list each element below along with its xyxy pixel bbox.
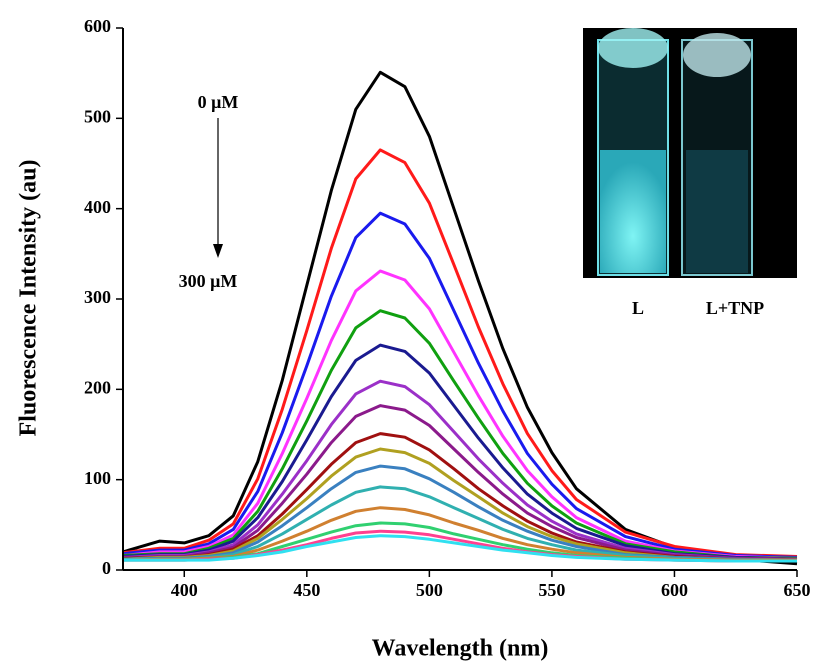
inset-label: L+TNP xyxy=(706,298,764,318)
y-tick-label: 500 xyxy=(84,106,111,126)
x-tick-label: 550 xyxy=(538,580,565,600)
spectrum-line xyxy=(122,70,798,566)
spectrum-line xyxy=(123,485,797,562)
y-tick-label: 0 xyxy=(102,558,111,578)
x-axis-label: Wavelength (nm) xyxy=(372,636,549,662)
x-tick-label: 450 xyxy=(293,580,320,600)
spectrum-line xyxy=(122,343,798,561)
spectrum-line xyxy=(122,404,798,561)
spectrum-line xyxy=(123,534,797,563)
y-tick-label: 100 xyxy=(84,468,111,488)
spectrum-line xyxy=(122,269,798,560)
y-tick-label: 200 xyxy=(84,377,111,397)
spectrum-line xyxy=(122,447,798,562)
y-axis-label: Fluorescence Intensity (au) xyxy=(16,160,42,437)
spectrum-line xyxy=(122,309,798,560)
annotation: 0 μM xyxy=(198,92,239,112)
y-tick-label: 600 xyxy=(84,16,111,36)
inset-photo xyxy=(583,28,797,278)
annotation: 300 μM xyxy=(179,271,238,291)
spectrum-line xyxy=(122,211,798,559)
x-tick-label: 500 xyxy=(416,580,443,600)
x-tick-label: 400 xyxy=(171,580,198,600)
arrow xyxy=(213,118,223,258)
x-tick-label: 650 xyxy=(784,580,811,600)
spectrum-line xyxy=(122,379,798,561)
inset-label: L xyxy=(632,298,644,318)
y-tick-label: 300 xyxy=(84,287,111,307)
spectrum-line xyxy=(122,148,798,558)
x-tick-label: 600 xyxy=(661,580,688,600)
y-tick-label: 400 xyxy=(84,197,111,217)
